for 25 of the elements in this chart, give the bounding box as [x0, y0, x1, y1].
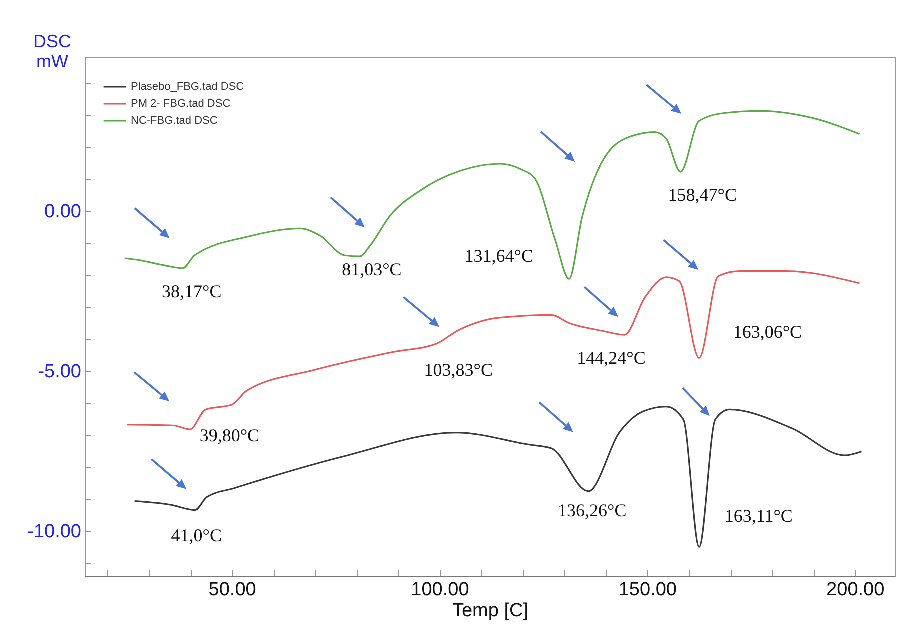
y-tick-label: 0.00: [44, 201, 82, 222]
legend-label: NC-FBG.tad DSC: [131, 115, 218, 127]
y-tick-label: -10.00: [28, 522, 82, 543]
annotation: 38,17°C: [162, 281, 222, 302]
annotation: 41,0°C: [171, 525, 222, 546]
annotation: 136,26°C: [558, 500, 627, 520]
legend-label: Plasebo_FBG.tad DSC: [131, 81, 244, 93]
annotation: 163,06°C: [733, 322, 802, 342]
legend-label: PM 2- FBG.tad DSC: [131, 98, 231, 110]
annotation: 81,03°C: [342, 260, 402, 280]
x-axis-title: Temp [C]: [452, 600, 529, 622]
x-tick-label: 50.00: [208, 580, 256, 600]
x-tick-label: 200.00: [826, 580, 885, 600]
annotation: 144,24°C: [577, 348, 646, 368]
annotation: 163,11°C: [724, 506, 793, 526]
line-series: [134, 406, 863, 548]
line-series: [124, 110, 860, 280]
annotation: 131,64°C: [464, 246, 534, 266]
x-tick-label: 100.00: [411, 580, 470, 600]
annotation: 103,83°C: [424, 360, 494, 380]
y-axis-title: DSC mW: [33, 32, 72, 72]
annotation: 158,47°C: [668, 185, 737, 206]
x-tick-label: 150.00: [618, 580, 677, 600]
annotation: 39,80°C: [200, 426, 260, 446]
y-tick-label: -5.00: [38, 361, 82, 382]
